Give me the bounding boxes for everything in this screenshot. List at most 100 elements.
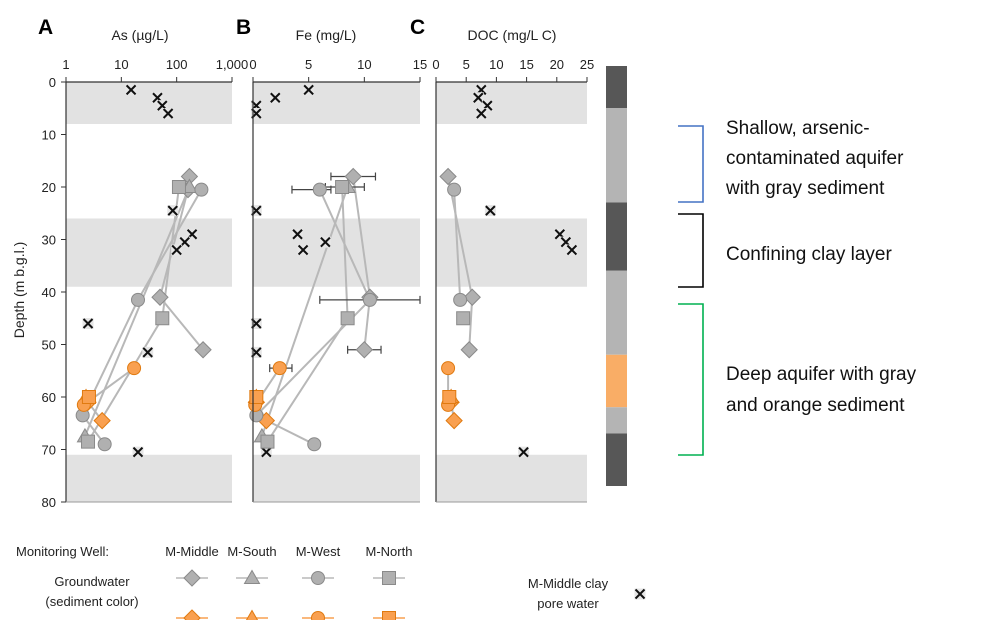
porewater-point-a-4 [167, 205, 178, 216]
clay-band-b-2 [253, 455, 420, 502]
depth-axis: Depth (m b.g.l.) 0 10 20 30 40 50 60 70 80 [11, 75, 66, 510]
panel-letter-b: B [236, 16, 251, 39]
porewater-point-c-3 [476, 108, 487, 119]
legend-marker-gray-0 [184, 570, 200, 586]
x-tick-label-c-0: 0 [432, 57, 439, 72]
point-a-m-west-gray-3 [98, 438, 111, 451]
point-c-m-middle-orange-1 [446, 413, 462, 429]
porewater-point-b-6 [320, 237, 331, 248]
legend-groundwater-label: Groundwater [54, 574, 130, 589]
point-b-m-middle-gray-2 [356, 342, 372, 358]
legend-marker-gray-2 [312, 572, 325, 585]
y-tick-label-1: 10 [42, 128, 56, 143]
x-tick-label-a-2: 100 [166, 57, 188, 72]
x-tick-label-c-5: 25 [580, 57, 594, 72]
x-tick-label-c-3: 15 [519, 57, 533, 72]
x-tick-label-a-0: 1 [62, 57, 69, 72]
point-c-m-north-orange-0 [443, 391, 456, 404]
y-tick-label-7: 70 [42, 443, 56, 458]
panel-letter-a: A [38, 16, 53, 39]
y-tick-label-3: 30 [42, 233, 56, 248]
annotation-deep-line-2: and orange sediment [726, 395, 905, 416]
x-tick-label-a-3: 1,000 [216, 57, 249, 72]
point-b-m-west-gray-0 [313, 183, 326, 196]
porewater-point-b-7 [298, 245, 309, 256]
y-tick-label-6: 60 [42, 390, 56, 405]
porewater-point-a-3 [163, 108, 174, 119]
y-axis-label: Depth (m b.g.l.) [11, 242, 27, 338]
x-tick-label-b-2: 10 [357, 57, 371, 72]
sediment-segment-3 [606, 271, 627, 355]
panel-letter-c: C [410, 16, 425, 39]
annotation-shallow-line-3: with gray sediment [725, 178, 885, 199]
point-b-m-north-gray-0 [336, 181, 349, 194]
porewater-point-a-8 [83, 318, 94, 329]
sediment-segment-0 [606, 66, 627, 108]
y-tick-label-4: 40 [42, 285, 56, 300]
annotation-clay: Confining clay layer [726, 244, 892, 265]
porewater-point-b-1 [270, 92, 281, 103]
annotation-shallow-line-1: Shallow, arsenic- [726, 118, 870, 139]
legend-porewater-label-1: M-Middle clay [528, 576, 609, 591]
sediment-segment-2 [606, 203, 627, 271]
clay-bands [66, 82, 587, 502]
panel-titles: A As (µg/L) B Fe (mg/L) C DOC (mg/L C) [38, 16, 556, 43]
profile-lines [83, 177, 473, 445]
annotation-deep-line-1: Deep aquifer with gray [726, 364, 917, 385]
point-b-m-north-orange-0 [250, 391, 263, 404]
porewater-point-c-7 [566, 245, 577, 256]
point-c-m-north-gray-0 [457, 312, 470, 325]
x-tick-label-c-1: 5 [463, 57, 470, 72]
legend-prefix: Monitoring Well: [16, 544, 109, 559]
point-b-m-west-gray-1 [363, 293, 376, 306]
sediment-segment-5 [606, 407, 627, 433]
y-tick-label-0: 0 [49, 75, 56, 90]
porewater-point-c-4 [485, 205, 496, 216]
point-b-m-west-gray-3 [308, 438, 321, 451]
point-c-m-west-orange-0 [442, 362, 455, 375]
legend-well-m-middle: M-Middle [165, 544, 218, 559]
y-tick-label-5: 50 [42, 338, 56, 353]
clay-band-a-2 [66, 455, 232, 502]
legend-marker-orange-2 [312, 612, 325, 620]
annotation-shallow-line-2: contaminated aquifer [726, 148, 904, 169]
porewater-point-a-0 [126, 84, 137, 95]
x-tick-label-b-1: 5 [305, 57, 312, 72]
legend-porewater-label-2: pore water [537, 596, 599, 611]
porewater-point-a-9 [142, 347, 153, 358]
point-a-m-west-orange-0 [128, 362, 141, 375]
porewater-point-c-8 [518, 447, 529, 458]
legend-sediment-color-label: (sediment color) [45, 594, 138, 609]
point-a-m-north-gray-2 [82, 435, 95, 448]
point-b-m-west-orange-0 [273, 362, 286, 375]
annotation-bracket-1 [678, 214, 703, 287]
y-tick-label-8: 80 [42, 495, 56, 510]
panel-title-a: As (µg/L) [111, 27, 168, 43]
annotation-bracket-2 [678, 304, 703, 455]
point-a-m-north-gray-1 [156, 312, 169, 325]
x-tick-label-b-0: 0 [249, 57, 256, 72]
legend-well-m-south: M-South [227, 544, 276, 559]
point-a-m-north-gray-0 [172, 181, 185, 194]
sediment-segment-6 [606, 434, 627, 487]
legend-well-m-north: M-North [366, 544, 413, 559]
clay-band-a-1 [66, 219, 232, 287]
y-tick-label-2: 20 [42, 180, 56, 195]
x-tick-label-b-3: 15 [413, 57, 427, 72]
legend-marker-orange-0 [184, 610, 200, 620]
point-a-m-west-gray-1 [131, 293, 144, 306]
point-c-m-west-gray-1 [454, 293, 467, 306]
x-tick-label-a-1: 10 [114, 57, 128, 72]
point-b-m-north-gray-1 [341, 312, 354, 325]
legend-marker-orange-3 [383, 612, 396, 620]
panel-title-b: Fe (mg/L) [296, 27, 357, 43]
sediment-column [606, 66, 627, 486]
legend-marker-gray-3 [383, 572, 396, 585]
point-c-m-middle-gray-2 [461, 342, 477, 358]
point-c-m-middle-gray-0 [440, 169, 456, 185]
point-a-m-west-gray-0 [195, 183, 208, 196]
porewater-point-a-10 [132, 447, 143, 458]
clay-band-c-2 [436, 455, 587, 502]
sediment-segment-1 [606, 108, 627, 203]
